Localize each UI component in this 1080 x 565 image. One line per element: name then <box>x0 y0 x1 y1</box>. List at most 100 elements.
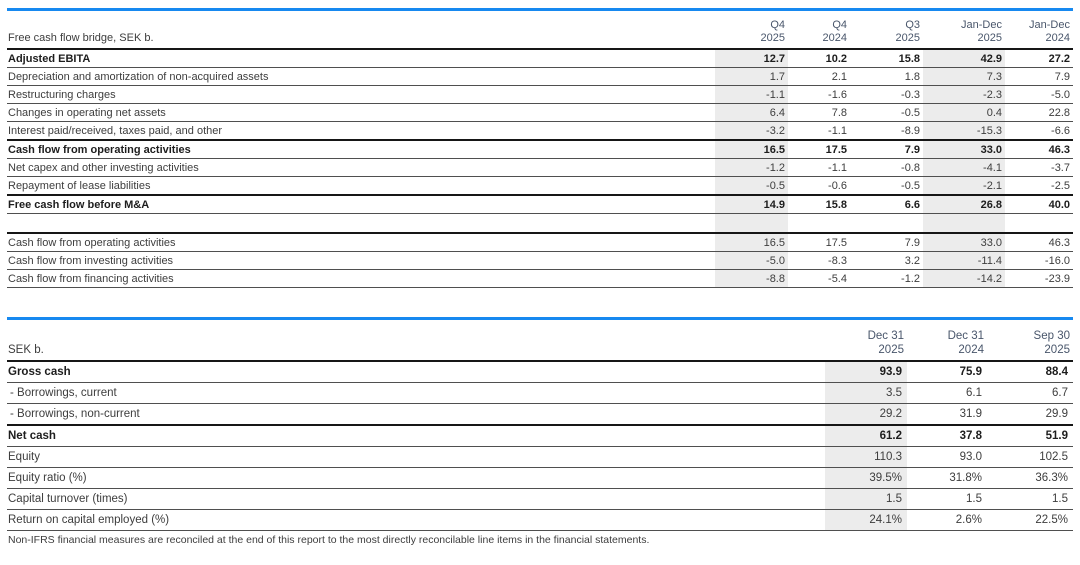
table-row: Net cash 61.2 37.8 51.9 <box>7 425 1073 447</box>
row-value: 10.2 <box>825 52 847 65</box>
row-value: 37.8 <box>959 430 982 442</box>
row-label: Cash flow from investing activities <box>8 254 174 267</box>
row-value: -1.1 <box>828 161 847 174</box>
row-value: 1.5 <box>1052 493 1068 505</box>
row-value: 3.2 <box>904 254 920 267</box>
footnote: Non-IFRS financial measures are reconcil… <box>8 534 650 546</box>
row-value <box>715 213 788 233</box>
row-value: 42.9 <box>923 49 1005 68</box>
row-value: -8.9 <box>901 124 920 137</box>
column-header: Q4 2025 <box>760 19 785 44</box>
row-value: 22.5% <box>1035 514 1068 526</box>
table-row: Equity 110.3 93.0 102.5 <box>7 446 1073 468</box>
row-value: -3.7 <box>1051 161 1070 174</box>
row-value: 2.1 <box>831 70 847 83</box>
row-label: Cash flow from operating activities <box>8 236 176 249</box>
row-value: 75.9 <box>959 366 982 378</box>
table-row: Repayment of lease liabilities -0.5 -0.6… <box>7 176 1073 195</box>
table-row: Restructuring charges -1.1 -1.6 -0.3 -2.… <box>7 85 1073 104</box>
row-value: 31.9 <box>959 408 982 420</box>
row-label: Capital turnover (times) <box>8 493 128 505</box>
row-value: 0.4 <box>923 103 1005 122</box>
row-value: -5.0 <box>715 251 788 270</box>
row-label: Changes in operating net assets <box>8 106 166 119</box>
table-row: Adjusted EBITA 12.7 10.2 15.8 42.9 27.2 <box>7 49 1073 68</box>
row-value: 7.9 <box>904 236 920 249</box>
row-label: Return on capital employed (%) <box>8 514 170 526</box>
row-value: -8.3 <box>828 254 847 267</box>
row-value: -15.3 <box>923 121 1005 140</box>
row-label: - Borrowings, current <box>10 387 117 399</box>
row-value: 14.9 <box>715 195 788 214</box>
row-label: Cash flow from financing activities <box>8 272 174 285</box>
row-label: Interest paid/received, taxes paid, and … <box>8 124 223 137</box>
row-value <box>923 213 1005 233</box>
table-header-row: Free cash flow bridge, SEK b. Q4 2025 Q4 2… <box>7 11 1073 49</box>
table-row: - Borrowings, current 3.5 6.1 6.7 <box>7 382 1073 404</box>
balance-sheet-metrics-table: SEK b. Dec 31 2025 Dec 31 2024 Sep 30 2025 … <box>7 320 1073 531</box>
table-header-row: SEK b. Dec 31 2025 Dec 31 2024 Sep 30 2025 <box>7 320 1073 361</box>
spacer-row <box>7 213 1073 234</box>
report-page: Free cash flow bridge, SEK b. Q4 2025 Q4 2… <box>7 8 1073 546</box>
row-value: -8.8 <box>715 269 788 288</box>
row-value: 46.3 <box>1048 236 1070 249</box>
row-label: Net capex and other investing activities <box>8 161 199 174</box>
row-value: 15.8 <box>898 52 920 65</box>
row-value: 39.5% <box>825 467 907 489</box>
row-value <box>850 214 923 234</box>
row-value: -1.1 <box>715 85 788 104</box>
row-value: 29.2 <box>825 403 907 425</box>
row-value: 33.0 <box>923 233 1005 252</box>
row-value: 6.1 <box>966 387 982 399</box>
row-value: 29.9 <box>1045 408 1068 420</box>
row-value: -1.6 <box>828 88 847 101</box>
row-value: -0.8 <box>901 161 920 174</box>
row-value: 110.3 <box>825 446 907 468</box>
column-header: Q4 2024 <box>822 19 847 44</box>
row-value: 6.6 <box>904 198 920 211</box>
row-value: 6.7 <box>1052 387 1068 399</box>
row-value: 36.3% <box>1035 472 1068 484</box>
row-label: Restructuring charges <box>8 88 116 101</box>
table-row: Interest paid/received, taxes paid, and … <box>7 121 1073 140</box>
row-value: -5.0 <box>1051 88 1070 101</box>
row-value: 61.2 <box>825 425 907 447</box>
row-value: -1.2 <box>715 158 788 177</box>
row-value: -11.4 <box>923 251 1005 270</box>
row-value: -0.5 <box>901 106 920 119</box>
row-value: -2.5 <box>1051 179 1070 192</box>
row-value: 2.6% <box>955 514 982 526</box>
accent-rule-bottom <box>7 317 1073 320</box>
table-row: Changes in operating net assets 6.4 7.8 … <box>7 103 1073 122</box>
row-value: -6.6 <box>1051 124 1070 137</box>
row-value: 88.4 <box>1045 366 1068 378</box>
column-header: Q3 2025 <box>895 19 920 44</box>
row-value: 31.8% <box>949 472 982 484</box>
column-header: Jan-Dec 2024 <box>1029 19 1070 44</box>
row-value: -0.5 <box>901 179 920 192</box>
row-value: 33.0 <box>923 140 1005 159</box>
row-value: 3.5 <box>825 382 907 404</box>
row-value: 12.7 <box>715 49 788 68</box>
row-value: -1.1 <box>828 124 847 137</box>
column-header: Jan-Dec 2025 <box>961 19 1002 44</box>
row-value: -5.4 <box>828 272 847 285</box>
row-value: -2.1 <box>923 176 1005 195</box>
row-label: Depreciation and amortization of non-acq… <box>8 70 269 83</box>
row-value: -2.3 <box>923 85 1005 104</box>
row-value: 102.5 <box>1039 451 1068 463</box>
row-value: 16.5 <box>715 140 788 159</box>
row-label: Equity ratio (%) <box>8 472 87 484</box>
row-label: Cash flow from operating activities <box>8 143 191 156</box>
row-label: Equity <box>8 451 40 463</box>
row-value: 26.8 <box>923 195 1005 214</box>
row-value: -3.2 <box>715 121 788 140</box>
row-value: 40.0 <box>1048 198 1070 211</box>
row-value: 1.7 <box>715 67 788 86</box>
row-value: 27.2 <box>1048 52 1070 65</box>
table-row: - Borrowings, non-current 29.2 31.9 29.9 <box>7 403 1073 425</box>
table-row: Cash flow from operating activities 16.5… <box>7 140 1073 159</box>
row-value: 93.9 <box>825 361 907 383</box>
row-value: 17.5 <box>825 143 847 156</box>
row-value: -14.2 <box>923 269 1005 288</box>
